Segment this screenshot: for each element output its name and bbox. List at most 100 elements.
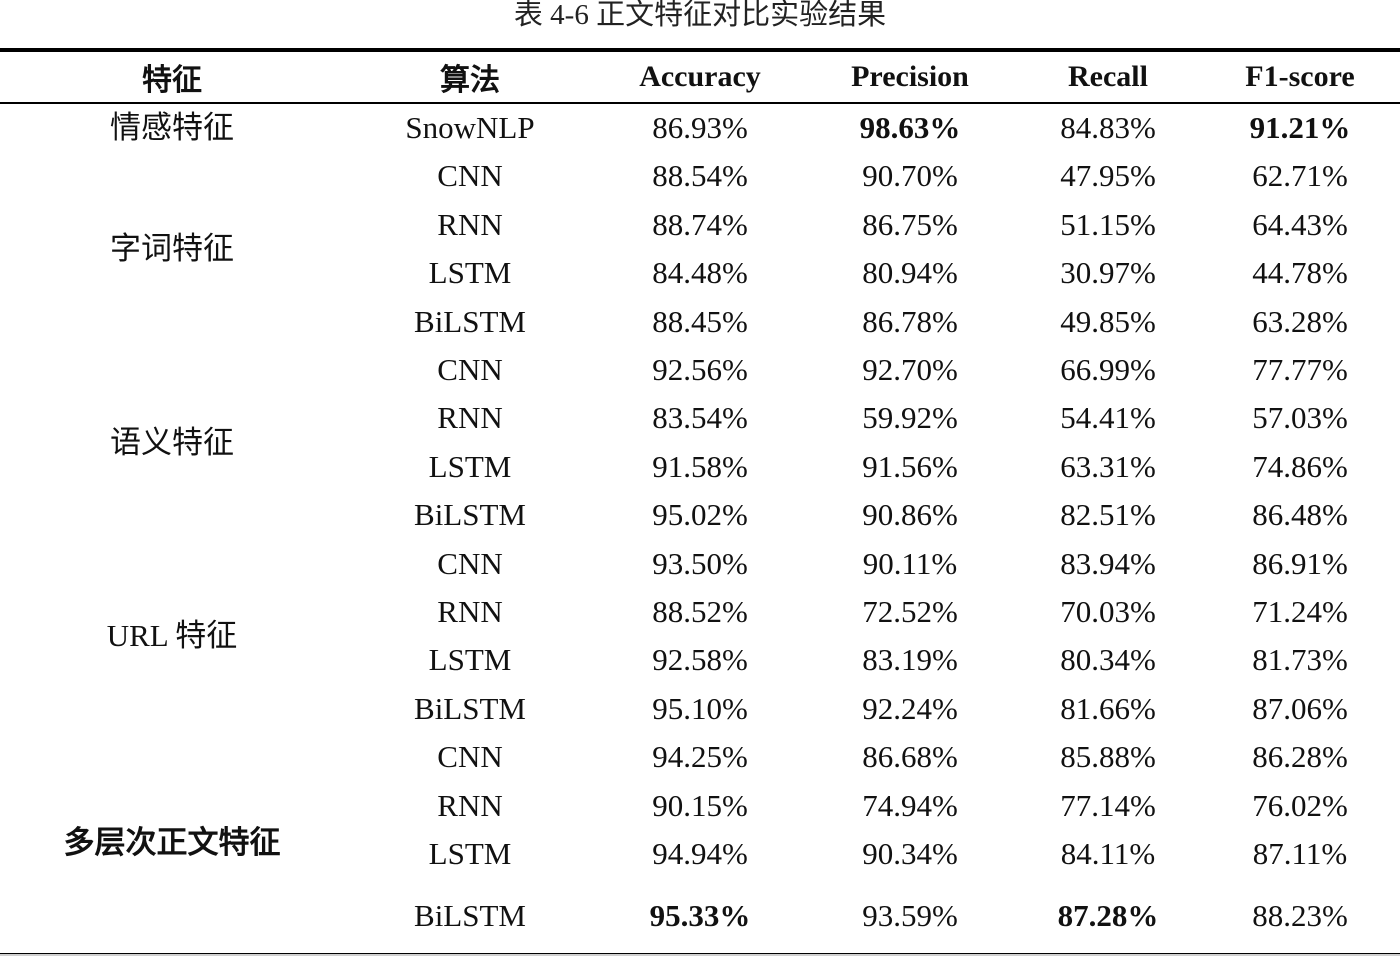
f1-cell: 44.78% bbox=[1252, 255, 1348, 291]
algorithm-cell: BiLSTM bbox=[414, 497, 526, 533]
precision-cell: 59.92% bbox=[862, 400, 958, 436]
accuracy-cell: 88.74% bbox=[652, 206, 748, 242]
recall-cell: 82.51% bbox=[1060, 497, 1156, 533]
precision-cell: 80.94% bbox=[862, 255, 958, 291]
algorithm-cell: RNN bbox=[437, 787, 503, 823]
accuracy-cell: 84.48% bbox=[652, 255, 748, 291]
algorithm-cell: LSTM bbox=[428, 448, 512, 484]
accuracy-cell: 95.02% bbox=[652, 497, 748, 533]
f1-cell: 88.23% bbox=[1252, 897, 1348, 933]
bottom-divider bbox=[0, 954, 1400, 956]
accuracy-cell: 90.15% bbox=[652, 787, 748, 823]
results-table: 特征 算法 Accuracy Precision Recall F1-score… bbox=[0, 48, 1400, 955]
precision-cell: 72.52% bbox=[862, 594, 958, 630]
precision-cell: 86.75% bbox=[862, 206, 958, 242]
precision-cell: 90.70% bbox=[862, 158, 958, 194]
precision-cell: 98.63% bbox=[859, 110, 961, 145]
feature-cell: 情感特征 bbox=[110, 110, 234, 145]
recall-cell: 81.66% bbox=[1060, 690, 1156, 726]
accuracy-cell: 92.56% bbox=[652, 352, 748, 388]
table-header: 特征 算法 Accuracy Precision Recall F1-score bbox=[0, 50, 1400, 103]
algorithm-cell: CNN bbox=[437, 352, 503, 388]
accuracy-cell: 88.52% bbox=[652, 594, 748, 630]
table-row: BiLSTM 95.10% 92.24% 81.66% 87.06% bbox=[0, 685, 1400, 733]
accuracy-cell: 91.58% bbox=[652, 448, 748, 484]
header-feature: 特征 bbox=[142, 64, 202, 97]
accuracy-cell: 95.10% bbox=[652, 690, 748, 726]
table-row: RNN 88.52% 72.52% 70.03% 71.24% bbox=[0, 588, 1400, 636]
algorithm-cell: LSTM bbox=[428, 255, 512, 291]
accuracy-cell: 83.54% bbox=[652, 400, 748, 436]
precision-cell: 86.78% bbox=[862, 303, 958, 339]
precision-cell: 91.56% bbox=[862, 448, 958, 484]
f1-cell: 87.06% bbox=[1252, 690, 1348, 726]
header-recall: Recall bbox=[1068, 60, 1148, 93]
f1-cell: 74.86% bbox=[1252, 448, 1348, 484]
feature-cell: 字词特征 bbox=[110, 231, 234, 267]
results-table-container: 特征 算法 Accuracy Precision Recall F1-score… bbox=[0, 48, 1400, 955]
recall-cell: 85.88% bbox=[1060, 739, 1156, 775]
f1-cell: 77.77% bbox=[1252, 352, 1348, 388]
f1-cell: 76.02% bbox=[1252, 787, 1348, 823]
feature-cell: 多层次正文特征 bbox=[63, 824, 281, 860]
precision-cell: 90.34% bbox=[862, 836, 958, 872]
recall-cell: 49.85% bbox=[1060, 303, 1156, 339]
recall-cell: 87.28% bbox=[1057, 897, 1159, 933]
table-row: 字词特征 CNN 88.54% 90.70% 47.95% 62.71% bbox=[0, 152, 1400, 266]
precision-cell: 83.19% bbox=[862, 642, 958, 678]
f1-cell: 86.91% bbox=[1252, 545, 1348, 581]
table-row: BiLSTM 95.33% 93.59% 87.28% 88.23% bbox=[0, 879, 1400, 954]
precision-cell: 93.59% bbox=[862, 897, 958, 933]
recall-cell: 84.11% bbox=[1060, 836, 1156, 872]
table-row: 情感特征 SnowNLP 86.93% 98.63% 84.83% 91.21% bbox=[0, 103, 1400, 152]
accuracy-cell: 94.94% bbox=[652, 836, 748, 872]
recall-cell: 63.31% bbox=[1060, 448, 1156, 484]
table-row: 多层次正文特征 CNN 94.25% 86.68% 85.88% 86.28% bbox=[0, 733, 1400, 859]
table-row: BiLSTM 88.45% 86.78% 49.85% 63.28% bbox=[0, 298, 1400, 346]
recall-cell: 80.34% bbox=[1060, 642, 1156, 678]
table-caption: 表 4-6 正文特征对比实验结果 bbox=[513, 0, 887, 31]
algorithm-cell: BiLSTM bbox=[414, 897, 526, 933]
accuracy-cell: 88.45% bbox=[652, 303, 748, 339]
table-body: 情感特征 SnowNLP 86.93% 98.63% 84.83% 91.21%… bbox=[0, 103, 1400, 954]
f1-cell: 64.43% bbox=[1252, 206, 1348, 242]
precision-cell: 86.68% bbox=[862, 739, 958, 775]
precision-cell: 74.94% bbox=[862, 787, 958, 823]
precision-cell: 90.11% bbox=[862, 545, 958, 581]
f1-cell: 71.24% bbox=[1252, 594, 1348, 630]
accuracy-cell: 92.58% bbox=[652, 642, 748, 678]
table-row: RNN 90.15% 74.94% 77.14% 76.02% bbox=[0, 782, 1400, 830]
precision-cell: 90.86% bbox=[862, 497, 958, 533]
accuracy-cell: 94.25% bbox=[652, 739, 748, 775]
recall-cell: 84.83% bbox=[1060, 110, 1156, 145]
recall-cell: 30.97% bbox=[1060, 255, 1156, 291]
algorithm-cell: RNN bbox=[437, 594, 503, 630]
table-row: 语义特征 CNN 92.56% 92.70% 66.99% 77.77% bbox=[0, 346, 1400, 460]
recall-cell: 47.95% bbox=[1060, 158, 1156, 194]
accuracy-cell: 95.33% bbox=[649, 897, 751, 933]
f1-cell: 86.28% bbox=[1252, 739, 1348, 775]
header-precision: Precision bbox=[851, 60, 969, 93]
accuracy-cell: 93.50% bbox=[652, 545, 748, 581]
recall-cell: 51.15% bbox=[1060, 206, 1156, 242]
recall-cell: 70.03% bbox=[1060, 594, 1156, 630]
header-f1-score: F1-score bbox=[1245, 60, 1355, 93]
f1-cell: 62.71% bbox=[1252, 158, 1348, 194]
table-row: RNN 88.74% 86.75% 51.15% 64.43% bbox=[0, 201, 1400, 249]
algorithm-cell: RNN bbox=[437, 400, 503, 436]
algorithm-cell: LSTM bbox=[428, 642, 512, 678]
recall-cell: 66.99% bbox=[1060, 352, 1156, 388]
table-row: RNN 83.54% 59.92% 54.41% 57.03% bbox=[0, 394, 1400, 442]
algorithm-cell: BiLSTM bbox=[414, 303, 526, 339]
algorithm-cell: CNN bbox=[437, 158, 503, 194]
table-row: BiLSTM 95.02% 90.86% 82.51% 86.48% bbox=[0, 491, 1400, 539]
recall-cell: 54.41% bbox=[1060, 400, 1156, 436]
table-row: LSTM 84.48% 80.94% 30.97% 44.78% bbox=[0, 249, 1400, 297]
feature-cell: 语义特征 bbox=[110, 424, 234, 460]
accuracy-cell: 88.54% bbox=[652, 158, 748, 194]
table-row: LSTM 91.58% 91.56% 63.31% 74.86% bbox=[0, 443, 1400, 491]
header-algorithm: 算法 bbox=[440, 64, 500, 97]
header-row: 特征 算法 Accuracy Precision Recall F1-score bbox=[0, 50, 1400, 103]
algorithm-cell: SnowNLP bbox=[405, 110, 535, 145]
recall-cell: 77.14% bbox=[1060, 787, 1156, 823]
